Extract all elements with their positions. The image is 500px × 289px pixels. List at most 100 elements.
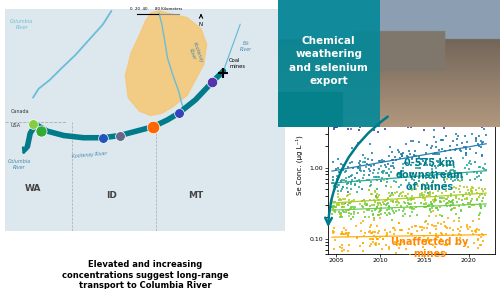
- Point: [475, 93, 483, 98]
- Point: [438, 214, 446, 218]
- Point: [346, 96, 354, 101]
- Point: [420, 174, 428, 179]
- Point: [343, 194, 351, 198]
- Point: [370, 200, 378, 205]
- Point: [346, 127, 354, 131]
- Point: [474, 92, 482, 97]
- Point: [474, 232, 482, 237]
- Point: [448, 198, 456, 203]
- Point: [388, 206, 396, 211]
- Point: [480, 100, 488, 104]
- Point: [345, 207, 353, 212]
- Point: [447, 89, 455, 94]
- Point: [354, 190, 362, 194]
- Point: [436, 95, 444, 100]
- Point: [421, 174, 429, 178]
- Point: [427, 104, 435, 109]
- Point: [361, 155, 369, 160]
- Point: [372, 189, 380, 194]
- Point: [479, 88, 487, 93]
- Point: [426, 86, 434, 91]
- Point: [390, 211, 398, 216]
- Point: [448, 194, 456, 199]
- Point: [472, 229, 480, 234]
- Point: [382, 202, 390, 207]
- Point: [423, 225, 431, 230]
- Point: [338, 215, 345, 219]
- Point: [382, 106, 390, 111]
- Point: [408, 163, 416, 168]
- Point: [394, 116, 402, 121]
- Point: [382, 171, 390, 176]
- Point: [428, 164, 436, 168]
- Point: [480, 105, 488, 110]
- Point: [410, 96, 418, 101]
- Point: [378, 86, 386, 90]
- Point: [334, 156, 342, 161]
- Point: [390, 161, 398, 165]
- Point: [342, 95, 349, 99]
- Point: [434, 151, 442, 156]
- Point: [342, 176, 350, 180]
- Point: [370, 109, 378, 114]
- Point: [339, 167, 347, 172]
- Point: [363, 94, 371, 99]
- Point: [457, 149, 465, 153]
- Point: [408, 175, 416, 180]
- Point: [426, 172, 434, 177]
- Point: [333, 98, 341, 103]
- Point: [344, 190, 351, 194]
- Point: [462, 151, 470, 156]
- Point: [456, 99, 464, 104]
- Point: [354, 122, 362, 127]
- Point: [406, 86, 413, 91]
- Point: [447, 81, 455, 85]
- Point: [462, 88, 469, 92]
- Point: [460, 185, 468, 189]
- Point: [456, 77, 464, 82]
- Point: [393, 189, 401, 194]
- Point: [480, 95, 488, 99]
- Point: [440, 195, 448, 200]
- Point: [383, 116, 391, 120]
- Point: [467, 162, 475, 166]
- Point: [395, 103, 403, 108]
- Point: [426, 201, 434, 206]
- Point: [422, 238, 430, 242]
- Point: [374, 212, 382, 217]
- Text: Columbia
River: Columbia River: [10, 19, 34, 30]
- Point: [410, 97, 418, 102]
- Point: [352, 99, 360, 104]
- Point: [330, 177, 338, 182]
- Point: [370, 102, 378, 106]
- Point: [349, 205, 357, 209]
- Point: [480, 166, 488, 171]
- Point: [392, 158, 400, 162]
- Point: [428, 201, 436, 206]
- Point: [398, 151, 406, 156]
- Point: [376, 105, 384, 110]
- Point: [478, 103, 486, 107]
- Point: [436, 205, 444, 209]
- Point: [336, 105, 344, 110]
- Point: [378, 247, 386, 251]
- Point: [384, 203, 392, 208]
- Point: [418, 175, 426, 180]
- Point: [379, 200, 387, 204]
- Point: [437, 171, 445, 175]
- Text: Chemical
weathering
and selenium
export: Chemical weathering and selenium export: [290, 36, 368, 86]
- Point: [356, 201, 364, 206]
- Point: [442, 225, 450, 229]
- Point: [404, 109, 412, 114]
- Point: [468, 184, 476, 189]
- Point: [438, 138, 446, 143]
- Point: [370, 127, 378, 132]
- Point: [399, 165, 407, 170]
- Text: WA: WA: [25, 184, 42, 193]
- Point: [401, 212, 409, 217]
- Point: [462, 147, 470, 151]
- Point: [356, 124, 364, 129]
- Point: [456, 147, 464, 152]
- Point: [347, 217, 355, 221]
- Point: [438, 138, 446, 143]
